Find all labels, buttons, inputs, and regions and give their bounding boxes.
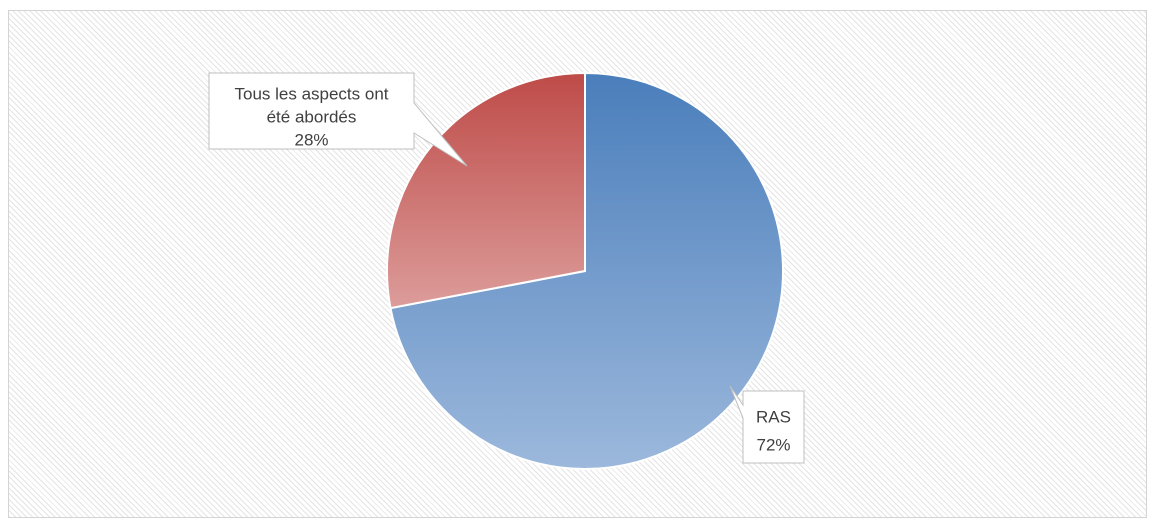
data-label-line: Tous les aspects ont	[234, 84, 388, 103]
pie-slices	[386, 71, 784, 470]
data-label-tous-les-aspects: Tous les aspects ont été abordés 28%	[208, 72, 468, 167]
data-label-line: 28%	[294, 130, 328, 149]
pie-data-labels: RAS 72% Tous les aspects ont été abordés 28%	[208, 72, 805, 464]
data-label-line: été abordés	[267, 107, 357, 126]
callout-box	[208, 72, 468, 167]
data-label-ras: RAS 72%	[729, 385, 805, 464]
callout-box	[729, 385, 805, 464]
data-label-line: RAS	[756, 407, 791, 426]
data-label-line: 72%	[756, 435, 790, 454]
